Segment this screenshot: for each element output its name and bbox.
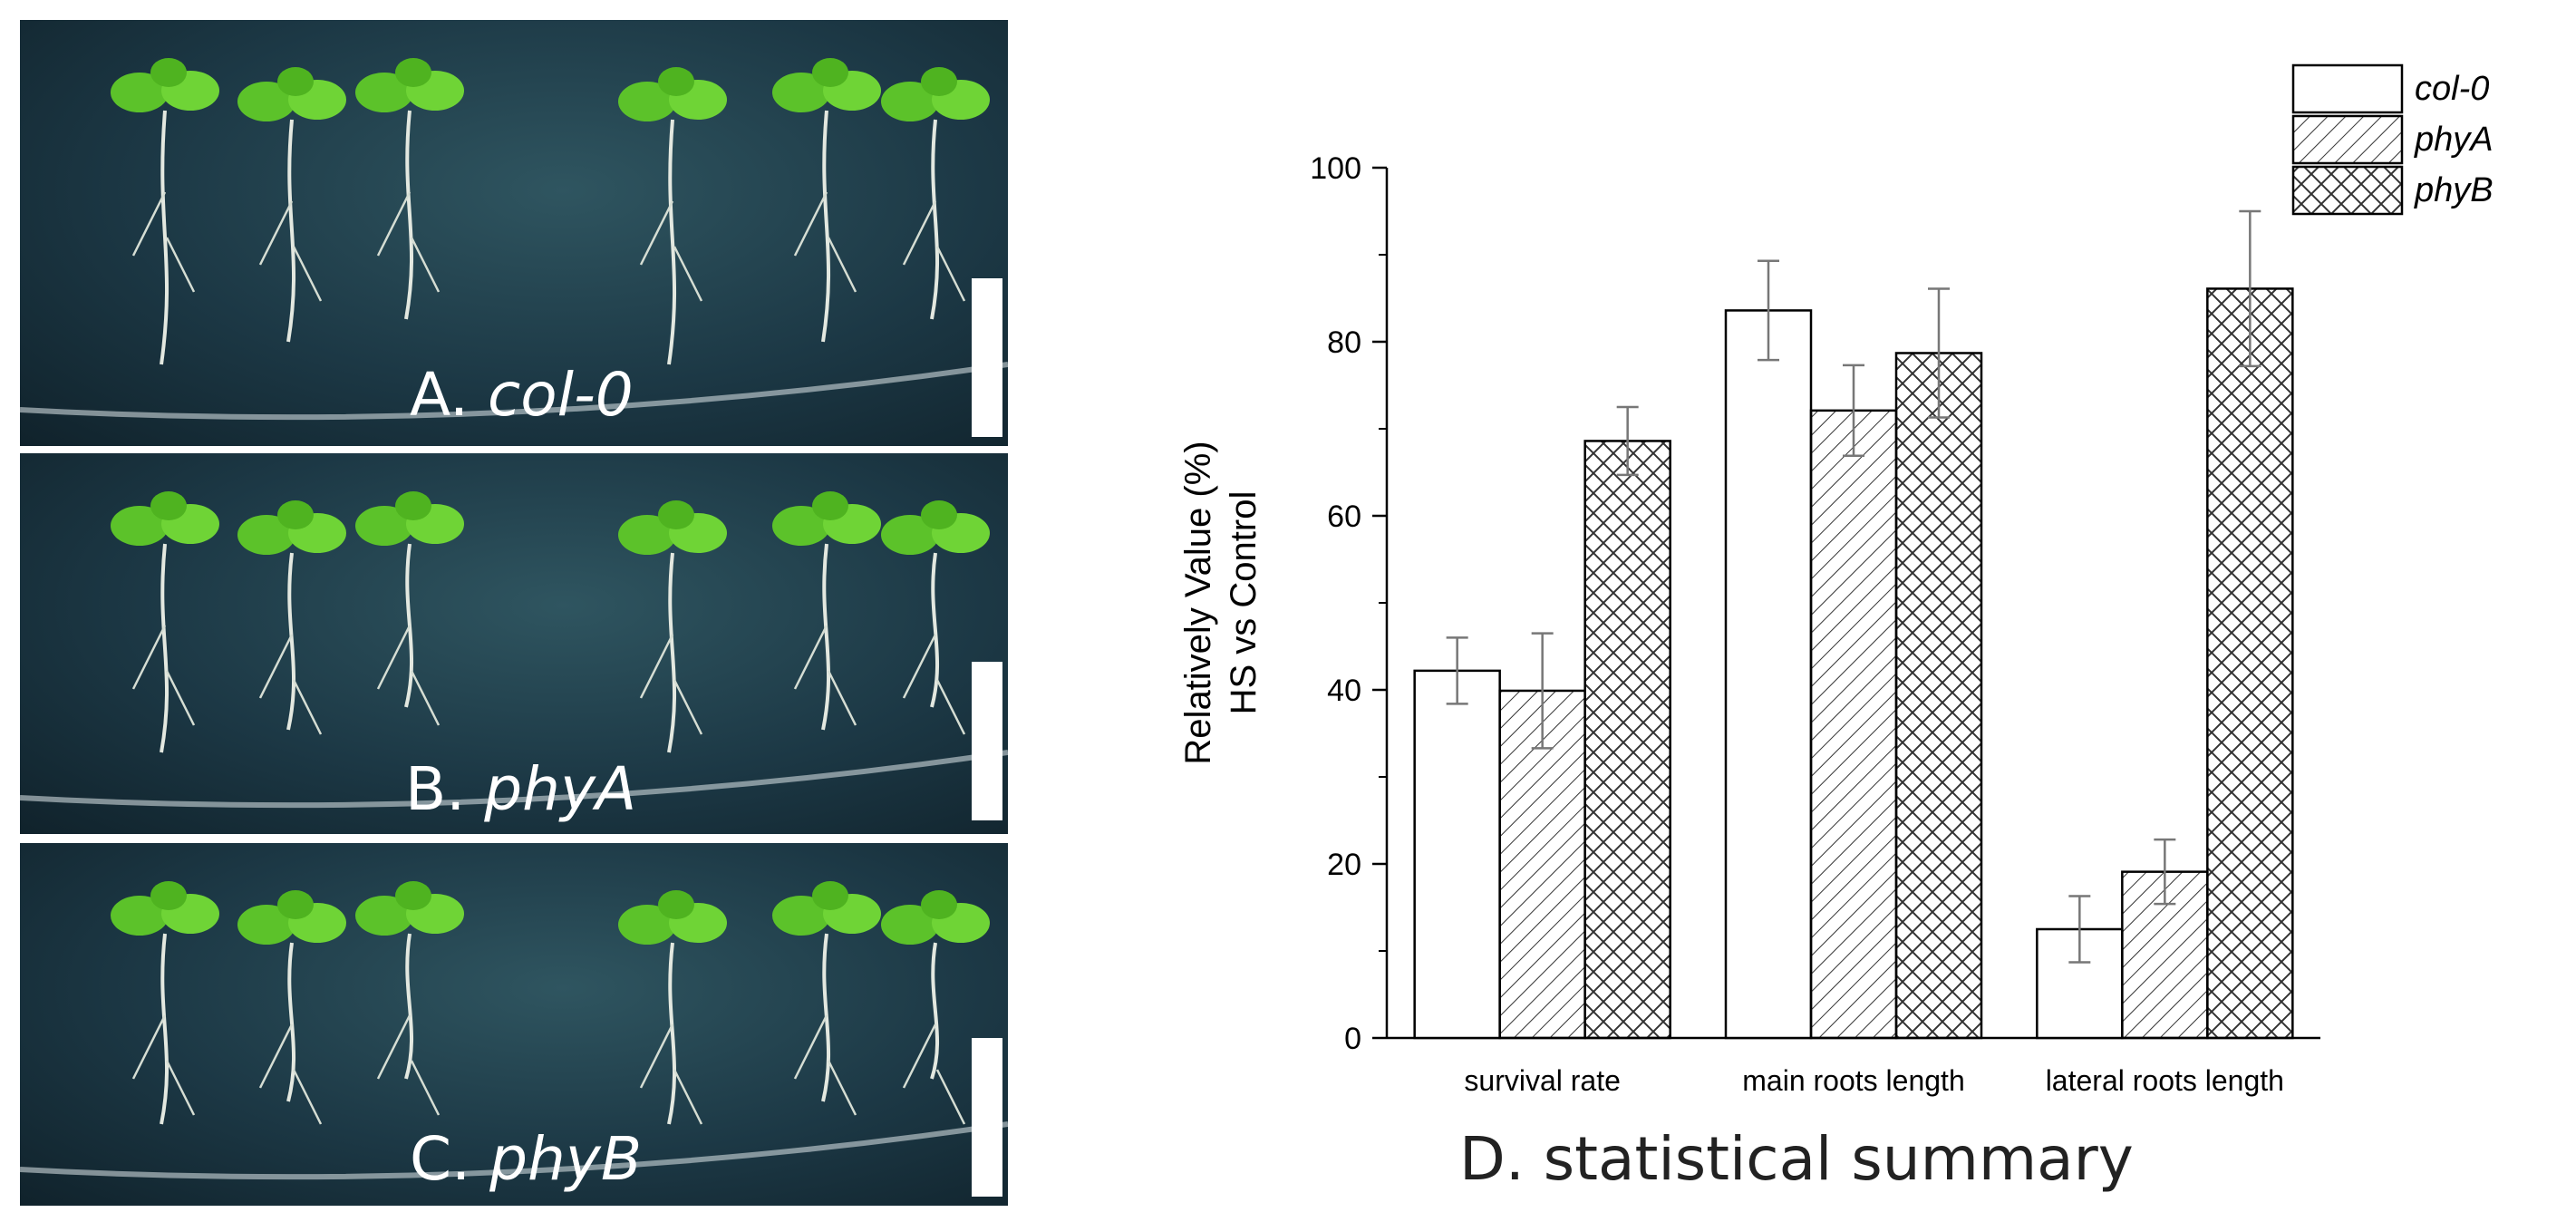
legend-label: phyB [2414, 171, 2494, 209]
photo-panel-b: B. phyA [20, 453, 1008, 834]
scale-bar [972, 278, 1002, 437]
seedling [237, 500, 346, 735]
seedling [881, 500, 990, 735]
error-bar [2068, 895, 2091, 964]
y-tick-label: 100 [1310, 151, 1361, 186]
seedling [111, 58, 219, 365]
error-bar [1531, 632, 1554, 750]
scale-bar [972, 1038, 1002, 1197]
seedling [772, 881, 881, 1116]
bar [1894, 352, 1983, 1040]
bar [1413, 669, 1501, 1040]
error-bar [1928, 287, 1950, 419]
x-tick-label: main roots length [1742, 1064, 1964, 1097]
dish-rim [20, 1121, 1008, 1180]
panel-a-label: A. col-0 [410, 360, 634, 430]
panel-b-label: B. phyA [405, 754, 637, 824]
bar [1724, 309, 1813, 1040]
legend-swatch [2291, 63, 2404, 114]
seedling [355, 881, 464, 1116]
dish-rim [20, 750, 1008, 809]
seedling [772, 58, 881, 343]
seedling [355, 58, 464, 320]
seedling [111, 491, 219, 753]
seedling [237, 890, 346, 1125]
y-tick-label: 0 [1344, 1022, 1361, 1056]
error-bar [2154, 838, 2176, 906]
legend-label: col-0 [2415, 70, 2489, 108]
error-bar [1843, 364, 1864, 458]
error-bar [1758, 259, 1779, 362]
seedling [355, 491, 464, 726]
bar [1809, 409, 1898, 1040]
y-tick-label: 60 [1327, 499, 1361, 534]
bar [2206, 287, 2294, 1040]
x-tick-label: lateral roots length [2046, 1064, 2284, 1097]
y-tick-label: 40 [1327, 674, 1361, 708]
seedling [618, 890, 727, 1125]
error-bar [1446, 636, 1468, 705]
error-bar [1616, 405, 1639, 477]
seedling [111, 881, 219, 1125]
seedling [881, 890, 990, 1125]
y-tick-label: 20 [1327, 848, 1361, 882]
photo-panel-a: A. col-0 [20, 20, 1008, 446]
seedling [618, 67, 727, 365]
legend-swatch [2291, 165, 2404, 216]
figure-caption: D. statistical summary [1459, 1124, 2134, 1194]
photo-panel-c: C. phyB [20, 843, 1008, 1206]
bar [1583, 440, 1671, 1040]
bar-chart: 0 20 40 60 80 100 Relatively Value (%) HS vs Co… [1178, 63, 2494, 1097]
x-tick-label: survival rate [1464, 1064, 1621, 1097]
error-bar [2239, 209, 2261, 368]
legend-label: phyA [2414, 121, 2494, 159]
seedling [237, 67, 346, 343]
dish-rim [20, 362, 1008, 421]
seedling [618, 500, 727, 753]
legend-swatch [2291, 114, 2404, 165]
y-tick-label: 80 [1327, 325, 1361, 360]
y-axis-label: HS vs Control [1224, 491, 1264, 715]
y-axis-label: Relatively Value (%) [1178, 441, 1218, 764]
panel-c-label: C. phyB [410, 1124, 643, 1194]
scale-bar [972, 662, 1002, 820]
seedling [881, 67, 990, 320]
seedling [772, 491, 881, 731]
